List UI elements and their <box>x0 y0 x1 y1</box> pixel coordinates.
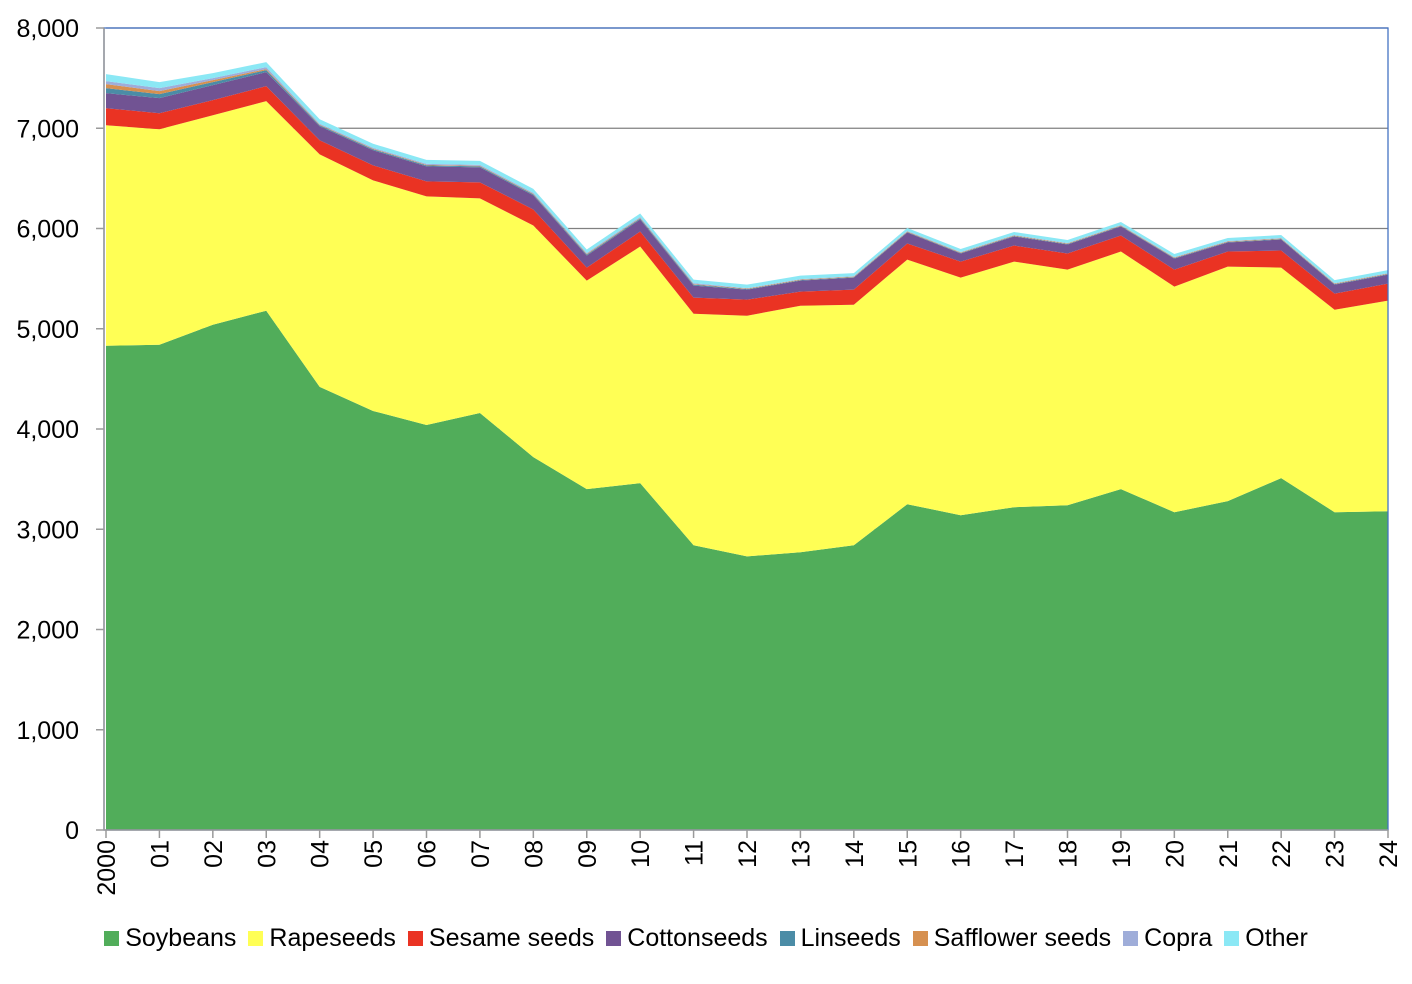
x-tick-label: 08 <box>520 840 548 868</box>
legend-swatch <box>104 931 120 946</box>
y-tick-label: 3,000 <box>16 516 79 544</box>
x-tick-label: 18 <box>1055 840 1083 868</box>
legend-label: Cottonseeds <box>627 924 768 952</box>
legend-label: Linseeds <box>800 924 901 952</box>
y-tick-label: 6,000 <box>16 216 79 244</box>
legend-label: Rapeseeds <box>269 924 396 952</box>
x-tick-label: 12 <box>734 840 762 868</box>
legend-swatch <box>606 931 622 946</box>
x-tick-label: 24 <box>1375 840 1403 868</box>
y-tick-label: 8,000 <box>16 15 79 43</box>
x-tick-label: 05 <box>360 840 388 868</box>
x-axis-tick-labels: 2000 01 02 03 04 05 06 07 08 09 10 11 12 13 14 15 16 17 18… <box>93 840 1403 896</box>
area-series-group <box>106 62 1388 831</box>
legend-swatch <box>407 931 423 946</box>
x-tick-label: 02 <box>200 840 228 868</box>
x-tick-label: 06 <box>414 840 442 868</box>
x-tick-label: 03 <box>253 840 281 868</box>
legend-label: Copra <box>1144 924 1213 952</box>
legend-swatch <box>1123 931 1139 946</box>
legend-label: Soybeans <box>125 924 237 952</box>
x-tick-label: 22 <box>1268 840 1296 868</box>
legend-swatch <box>1224 931 1240 946</box>
legend-swatch <box>779 931 795 946</box>
x-tick-label: 13 <box>787 840 815 868</box>
y-tick-label: 5,000 <box>16 316 79 344</box>
axes <box>96 27 1389 838</box>
legend-item: Copra <box>1123 924 1212 953</box>
x-tick-label: 21 <box>1215 840 1243 868</box>
legend-label: Other <box>1245 924 1308 952</box>
x-tick-label: 16 <box>948 840 976 868</box>
legend-swatch <box>248 931 264 946</box>
legend-item: Other <box>1224 924 1308 953</box>
x-tick-label: 11 <box>681 840 709 866</box>
legend-swatch <box>912 931 928 946</box>
x-tick-label: 01 <box>146 840 174 868</box>
legend-label: Safflower seeds <box>933 924 1112 952</box>
y-tick-label: 1,000 <box>16 717 79 745</box>
legend-item: Sesame seeds <box>407 924 595 953</box>
x-tick-label: 2000 <box>93 840 121 896</box>
y-tick-label: 7,000 <box>16 115 79 143</box>
legend-item: Rapeseeds <box>248 924 396 953</box>
legend-item: Cottonseeds <box>606 924 768 953</box>
y-tick-label: 4,000 <box>16 416 79 444</box>
area-series-rapeseeds <box>106 101 1388 557</box>
x-tick-label: 14 <box>841 840 869 868</box>
y-tick-label: 0 <box>65 817 79 845</box>
legend-label: Sesame seeds <box>428 924 595 952</box>
stacked-area-chart: 0 1,000 2,000 3,000 4,000 5,000 6,000 7,000 8,00… <box>16 15 1403 896</box>
legend-item: Linseeds <box>779 924 901 953</box>
x-tick-label: 10 <box>627 840 655 868</box>
legend-item: Soybeans <box>104 924 236 953</box>
x-tick-label: 17 <box>1001 840 1029 868</box>
x-tick-label: 19 <box>1108 840 1136 868</box>
area-series-soybeans <box>106 310 1388 831</box>
y-tick-label: 2,000 <box>16 617 79 645</box>
y-axis-tick-labels: 0 1,000 2,000 3,000 4,000 5,000 6,000 7,000 8,00… <box>16 15 79 845</box>
x-tick-label: 20 <box>1161 840 1189 868</box>
x-tick-label: 23 <box>1322 840 1350 868</box>
x-tick-label: 09 <box>574 840 602 868</box>
x-tick-label: 07 <box>467 840 495 868</box>
area-series-sesame-seeds <box>106 86 1388 316</box>
legend-item: Safflower seeds <box>912 924 1112 953</box>
x-tick-label: 15 <box>894 840 922 868</box>
x-tick-label: 04 <box>307 840 335 868</box>
legend: Soybeans Rapeseeds Sesame seeds Cottonseeds… <box>0 924 1412 953</box>
